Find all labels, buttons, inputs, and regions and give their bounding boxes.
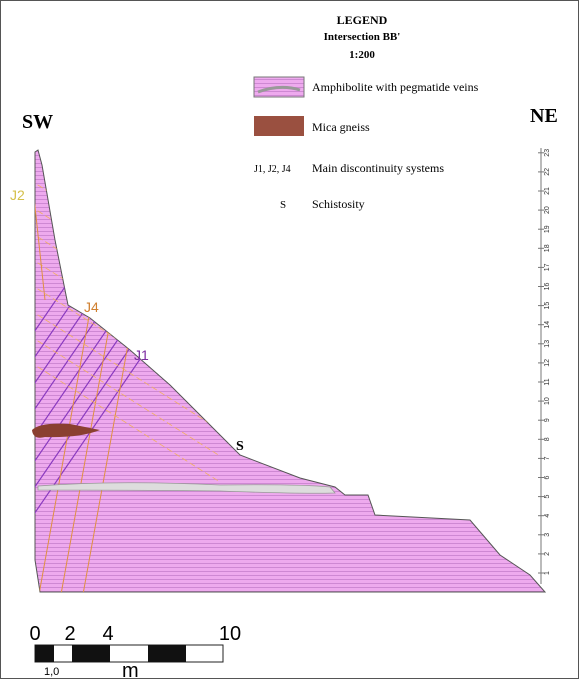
ruler-label: 7 [544,456,551,460]
ruler-label: 8 [544,437,551,441]
gneiss-swatch [254,116,304,136]
ruler-label: 5 [544,495,551,499]
ruler-label: 3 [544,533,551,537]
legend-symbol: J1, J2, J4 [254,164,291,175]
ruler-label: 1 [544,571,551,575]
j4-label: J4 [84,299,99,315]
scale-tick: 10 [219,623,241,645]
sw-label: SW [22,111,53,133]
legend-label: Mica gneiss [312,120,370,134]
ne-label: NE [530,105,558,127]
ruler-label: 9 [544,418,551,422]
legend-subtitle: Intersection BB' [324,31,401,43]
s-label: S [236,439,244,454]
ruler-label: 22 [544,168,551,176]
ruler-label: 14 [544,321,551,329]
scale-tick: 0 [29,623,40,645]
section-diagram: LEGEND Intersection BB' 1:200 Amphibolit… [0,0,579,679]
ruler-label: 21 [544,187,551,195]
j2-label: J2 [10,187,25,203]
ruler-label: 11 [544,378,551,385]
ruler-label: 2 [544,552,551,556]
ruler-label: 23 [544,149,551,157]
ruler-label: 16 [544,283,551,291]
legend-label: Main discontinuity systems [312,161,444,175]
ruler-label: 12 [544,359,551,367]
ruler-label: 4 [544,514,551,518]
legend-scale: 1:200 [349,49,375,61]
ruler-label: 13 [544,340,551,348]
ruler-label: 10 [544,397,551,405]
j1-label: J1 [134,347,149,363]
scale-tick: 4 [102,623,113,645]
legend-label: Amphibolite with pegmatide veins [312,80,479,94]
amphibolite-body [35,150,545,592]
scale-tick: 2 [64,623,75,645]
legend-label: Schistosity [312,197,365,211]
ruler-label: 17 [544,263,551,271]
ruler-label: 20 [544,206,551,214]
ruler-label: 15 [544,302,551,310]
ruler-label: 19 [544,225,551,233]
legend-symbol: S [280,199,286,211]
ruler-label: 6 [544,475,551,479]
scale-note: 1,0 [44,666,59,678]
scale-unit: m [122,660,139,679]
ruler-label: 18 [544,244,551,252]
legend-title: LEGEND [337,13,388,27]
